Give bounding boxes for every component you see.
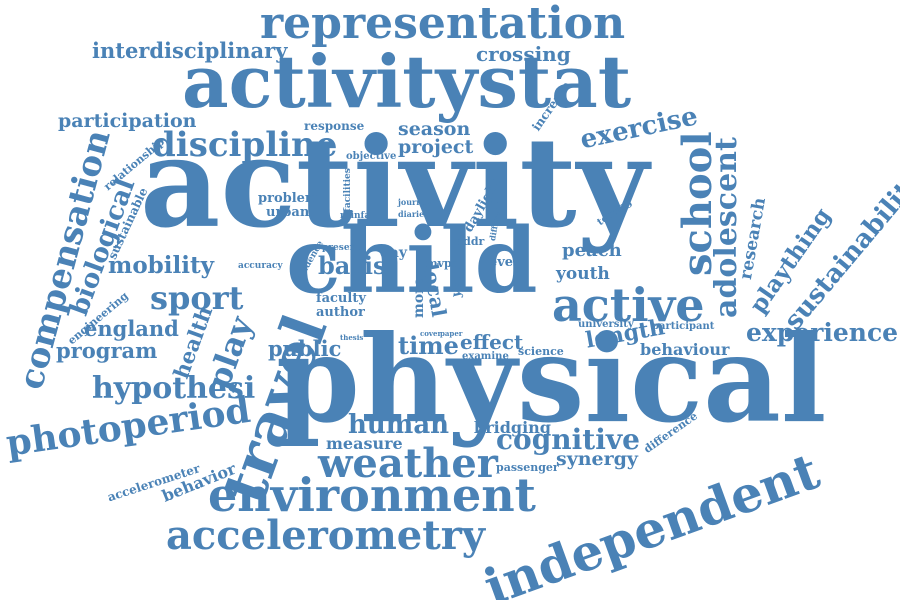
word: england [84,316,179,341]
word: university [578,319,634,330]
word: author [316,305,365,320]
word: problem [258,191,319,206]
word: adolescent [709,137,744,318]
word: journey [398,197,432,207]
word: project [398,136,474,158]
word: examine [462,351,509,362]
word: accuracy [238,261,283,271]
word: present [322,243,361,253]
word: objective [346,151,397,162]
word: crossing [476,42,571,66]
word: environment [208,468,536,522]
word: time [398,331,459,360]
word: experience [746,318,899,347]
word: hypothesi [92,371,256,406]
word: peach [562,240,622,261]
word: program [56,338,158,363]
word: bridging [474,418,551,437]
word: physical [276,309,827,450]
word: youth [556,264,610,284]
word: mvpa [426,257,459,270]
word: paper [440,329,463,338]
word: science [518,345,564,358]
word: child [286,208,538,314]
word: season [398,118,471,140]
word: activitystat [182,39,632,124]
word: response [304,119,365,133]
word: accelerometry [166,512,486,559]
word: diaries [398,209,429,219]
word: human [348,410,450,440]
word: addr [456,235,485,248]
word: level [484,255,518,270]
word: passenger [496,461,559,474]
word: representation [260,0,626,49]
word: public [268,336,342,361]
word: faculty [316,291,366,306]
word: thesis [340,333,364,342]
word: participation [58,110,197,132]
word: interdisciplinary [92,38,288,63]
word: sport [150,279,244,317]
word: measure [326,434,403,453]
word: effect [460,330,524,354]
word: weather [318,440,498,487]
word: basis [318,251,387,280]
word: discipline [152,125,338,165]
word: day [380,245,407,261]
word: synergy [556,448,638,470]
word: facilities [343,168,353,212]
word: urban [266,205,310,220]
word: rainfall [340,211,378,221]
word: cognitive [496,423,640,456]
word: cover [420,329,442,338]
word: activity [140,111,649,256]
word: behaviour [640,340,730,359]
word: participant [652,321,715,332]
word: mobility [108,252,214,279]
word: active [552,278,705,332]
